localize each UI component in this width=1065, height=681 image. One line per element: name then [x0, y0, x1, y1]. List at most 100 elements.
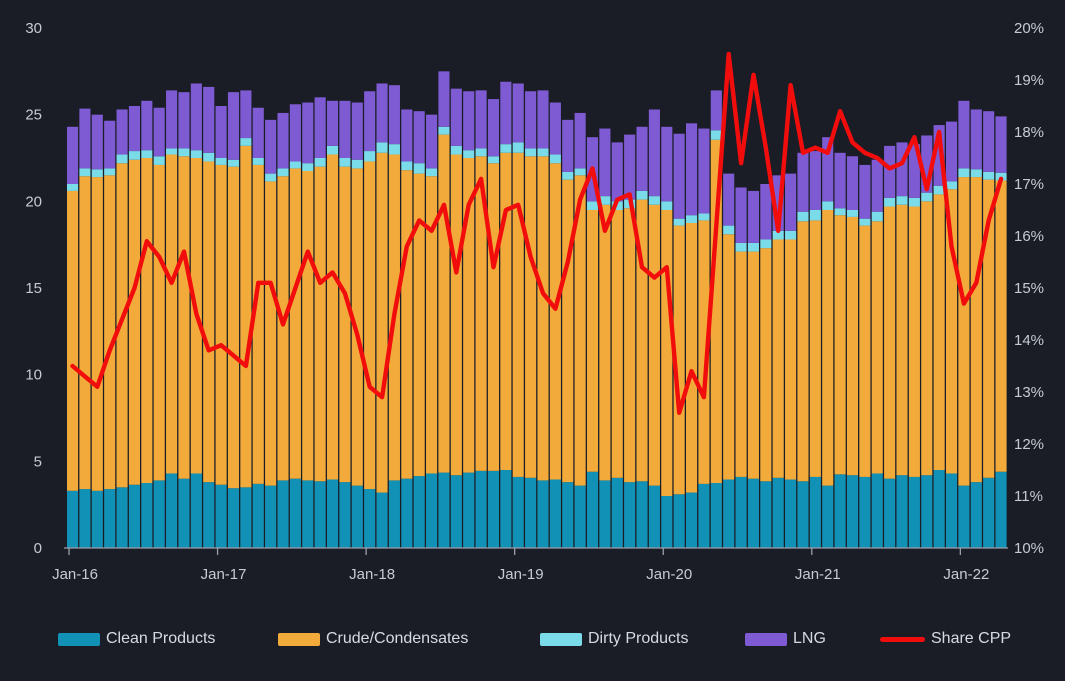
legend-item-crude-condensates[interactable]: Crude/Condensates	[278, 626, 468, 652]
bar-segment[interactable]	[525, 148, 537, 157]
bar-segment[interactable]	[351, 485, 363, 548]
bar-segment[interactable]	[67, 490, 79, 548]
bar-segment[interactable]	[686, 215, 698, 223]
bar-segment[interactable]	[376, 83, 388, 143]
bar-segment[interactable]	[710, 483, 722, 548]
bar-segment[interactable]	[747, 478, 759, 548]
bar-segment[interactable]	[809, 476, 821, 548]
bar-segment[interactable]	[611, 142, 623, 202]
bar-segment[interactable]	[413, 111, 425, 164]
bar-segment[interactable]	[302, 171, 314, 481]
bar-segment[interactable]	[661, 201, 673, 210]
bar-segment[interactable]	[686, 123, 698, 216]
bar-segment[interactable]	[153, 480, 165, 548]
bar-segment[interactable]	[227, 166, 240, 489]
bar-segment[interactable]	[388, 480, 400, 548]
bar-segment[interactable]	[673, 225, 685, 495]
bar-segment[interactable]	[190, 473, 202, 548]
bar-segment[interactable]	[661, 496, 673, 548]
bar-segment[interactable]	[215, 158, 227, 165]
bar-segment[interactable]	[537, 90, 549, 149]
bar-segment[interactable]	[686, 223, 698, 493]
bar-segment[interactable]	[735, 187, 747, 243]
bar-segment[interactable]	[945, 121, 958, 182]
bar-segment[interactable]	[933, 470, 945, 548]
bar-segment[interactable]	[351, 168, 363, 486]
bar-segment[interactable]	[240, 90, 252, 139]
bar-segment[interactable]	[983, 179, 995, 478]
bar-segment[interactable]	[921, 475, 933, 548]
bar-segment[interactable]	[265, 173, 277, 182]
bar-segment[interactable]	[846, 216, 859, 476]
bar-segment[interactable]	[153, 164, 165, 481]
bar-segment[interactable]	[747, 242, 759, 252]
bar-segment[interactable]	[599, 128, 611, 197]
bar-segment[interactable]	[995, 471, 1007, 548]
bar-segment[interactable]	[215, 164, 227, 485]
bar-segment[interactable]	[698, 220, 710, 484]
bar-segment[interactable]	[450, 154, 462, 476]
bar-segment[interactable]	[178, 148, 190, 157]
bar-segment[interactable]	[945, 181, 958, 190]
bar-segment[interactable]	[79, 108, 91, 169]
bar-segment[interactable]	[846, 156, 859, 210]
bar-segment[interactable]	[723, 225, 735, 235]
bar-segment[interactable]	[401, 170, 413, 479]
bar-segment[interactable]	[190, 150, 202, 158]
bar-segment[interactable]	[326, 100, 339, 146]
bar-segment[interactable]	[809, 210, 821, 221]
bar-segment[interactable]	[277, 112, 289, 169]
bar-segment[interactable]	[128, 151, 140, 160]
bar-segment[interactable]	[624, 134, 636, 200]
bar-segment[interactable]	[723, 173, 735, 226]
bar-segment[interactable]	[512, 152, 524, 477]
bar-segment[interactable]	[450, 88, 462, 146]
bar-segment[interactable]	[970, 482, 982, 548]
bar-segment[interactable]	[945, 473, 958, 548]
bar-segment[interactable]	[698, 483, 710, 548]
bar-segment[interactable]	[413, 163, 425, 174]
bar-segment[interactable]	[537, 148, 549, 157]
bar-segment[interactable]	[822, 485, 834, 548]
bar-segment[interactable]	[178, 92, 190, 149]
bar-segment[interactable]	[735, 476, 747, 548]
bar-segment[interactable]	[760, 481, 772, 548]
bar-segment[interactable]	[128, 106, 140, 152]
bar-segment[interactable]	[227, 159, 240, 167]
bar-segment[interactable]	[512, 142, 524, 153]
bar-segment[interactable]	[215, 106, 227, 158]
bar-segment[interactable]	[636, 199, 648, 482]
bar-segment[interactable]	[661, 126, 673, 202]
bar-segment[interactable]	[574, 112, 586, 169]
bar-segment[interactable]	[785, 239, 797, 480]
bar-segment[interactable]	[79, 168, 91, 177]
bar-segment[interactable]	[500, 470, 512, 548]
bar-segment[interactable]	[673, 494, 685, 548]
legend-item-clean-products[interactable]: Clean Products	[58, 626, 215, 652]
bar-segment[interactable]	[908, 206, 920, 477]
bar-segment[interactable]	[413, 173, 425, 477]
bar-segment[interactable]	[983, 477, 995, 548]
bar-segment[interactable]	[314, 166, 326, 482]
bar-segment[interactable]	[611, 210, 623, 478]
bar-segment[interactable]	[958, 485, 970, 548]
bar-segment[interactable]	[896, 196, 908, 205]
bar-segment[interactable]	[772, 477, 784, 548]
bar-segment[interactable]	[958, 100, 970, 169]
bar-segment[interactable]	[104, 168, 116, 176]
bar-segment[interactable]	[376, 492, 388, 548]
bar-segment[interactable]	[314, 158, 326, 167]
bar-segment[interactable]	[277, 480, 289, 548]
bar-segment[interactable]	[797, 152, 809, 212]
bar-segment[interactable]	[797, 211, 809, 222]
bar-segment[interactable]	[153, 156, 165, 165]
bar-segment[interactable]	[884, 478, 896, 548]
bar-segment[interactable]	[141, 100, 153, 151]
bar-segment[interactable]	[636, 190, 648, 200]
bar-segment[interactable]	[933, 185, 945, 195]
bar-segment[interactable]	[116, 487, 128, 548]
bar-segment[interactable]	[624, 482, 636, 548]
bar-segment[interactable]	[487, 163, 500, 471]
bar-segment[interactable]	[450, 145, 462, 155]
bar-segment[interactable]	[326, 154, 339, 480]
